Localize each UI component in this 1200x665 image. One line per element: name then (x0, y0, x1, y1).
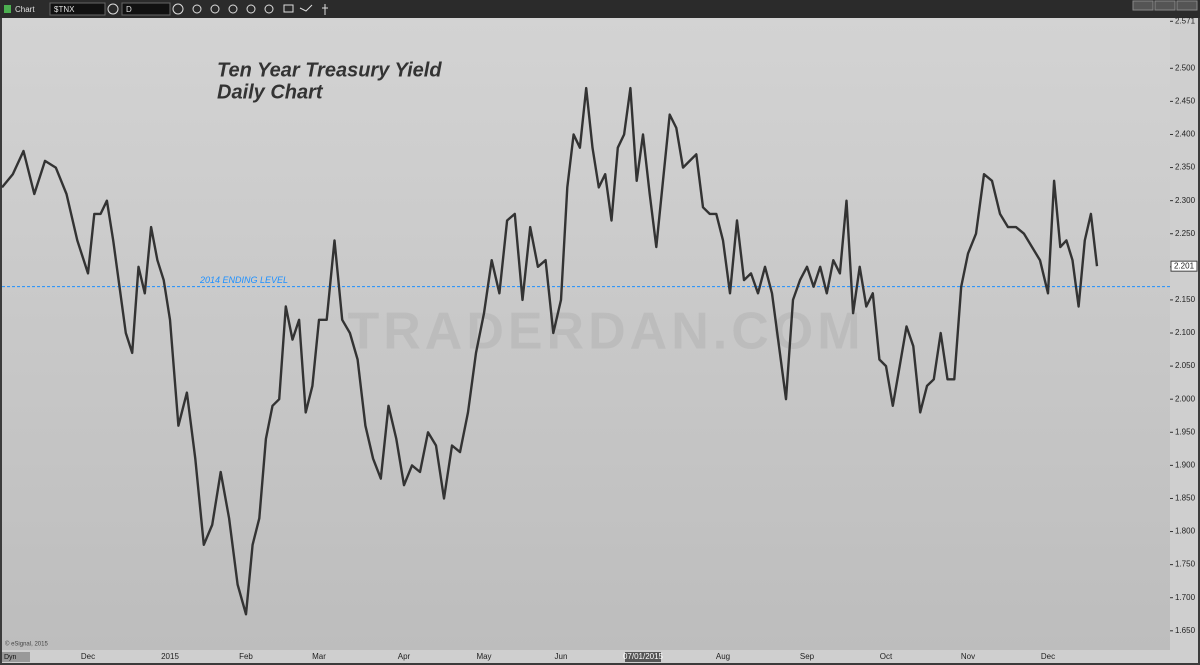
x-axis-panel (2, 650, 1198, 663)
last-value-label: 2.201 (1174, 261, 1195, 270)
y-tick-label: 2.350 (1175, 163, 1196, 172)
y-tick-label: 2.571 (1175, 16, 1196, 25)
x-tick-label: Mar (312, 652, 326, 661)
chart-title: Ten Year Treasury Yield (217, 59, 442, 81)
dyn-button[interactable] (2, 652, 30, 662)
x-tick-label: Apr (398, 652, 411, 661)
y-tick-label: 1.700 (1175, 593, 1196, 602)
clock-icon[interactable] (172, 3, 184, 15)
y-tick-label: 1.800 (1175, 527, 1196, 536)
toolbar (0, 0, 1200, 18)
plot-area (2, 18, 1170, 650)
window-buttons[interactable] (1132, 0, 1198, 11)
x-tick-label: Dec (1041, 652, 1055, 661)
x-tick-label: May (476, 652, 491, 661)
interval-box[interactable] (121, 2, 171, 16)
y-tick-label: 2.250 (1175, 229, 1196, 238)
symbol-box[interactable] (49, 2, 106, 16)
y-tick-label: 1.950 (1175, 427, 1196, 436)
y-tick-label: 2.450 (1175, 96, 1196, 105)
y-tick-label: 2.050 (1175, 361, 1196, 370)
symbol[interactable]: $TNX (54, 5, 75, 14)
last-value-box (1170, 260, 1198, 272)
x-tick-label: Feb (239, 652, 253, 661)
interval[interactable]: D (126, 5, 132, 14)
chart-subtitle: Daily Chart (217, 81, 324, 103)
y-tick-label: 2.100 (1175, 328, 1196, 337)
y-tick-label: 2.150 (1175, 295, 1196, 304)
dyn-label[interactable]: Dyn (4, 654, 17, 661)
x-tick-label: Dec (81, 652, 95, 661)
x-tick-label: 07/01/2015 (623, 652, 664, 661)
y-tick-label: 2.400 (1175, 130, 1196, 139)
y-tick-label: 2.300 (1175, 196, 1196, 205)
x-tick-label: Oct (880, 652, 893, 661)
y-tick-label: 1.750 (1175, 560, 1196, 569)
y-tick-label: 1.650 (1175, 626, 1196, 635)
y-tick-label: 2.500 (1175, 63, 1196, 72)
chart-icon (4, 5, 11, 13)
window-title: Chart (15, 5, 35, 14)
y-axis-panel (1170, 18, 1198, 650)
interval-icon[interactable] (107, 3, 119, 15)
x-label-highlight (625, 652, 661, 662)
x-tick-label: 2015 (161, 652, 179, 661)
x-tick-label: Jun (555, 652, 568, 661)
x-tick-label: Aug (716, 652, 730, 661)
price-line (1, 86, 1099, 616)
y-tick-label: 1.900 (1175, 460, 1196, 469)
watermark: TRADERDAN.COM (347, 303, 864, 361)
y-tick-label: 2.000 (1175, 394, 1196, 403)
tool-icons[interactable] (192, 4, 328, 15)
reference-label: 2014 ENDING LEVEL (199, 275, 288, 285)
x-tick-label: Sep (800, 652, 815, 661)
x-tick-label: Nov (961, 652, 975, 661)
copyright: © eSignal, 2015 (5, 641, 48, 648)
y-tick-label: 1.850 (1175, 494, 1196, 503)
